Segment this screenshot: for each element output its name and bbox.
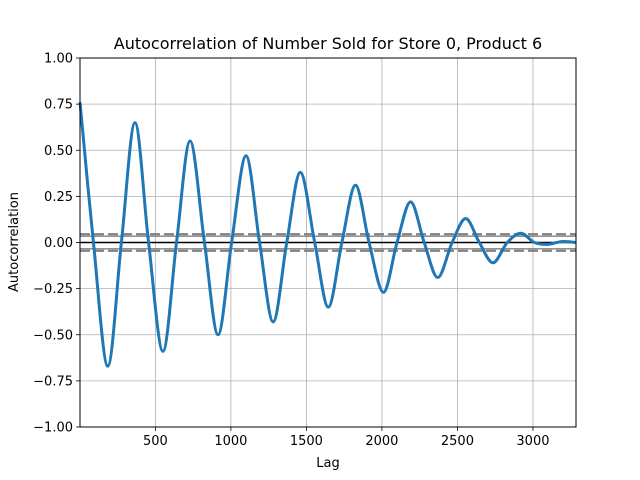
x-tick-label: 1000 [214, 434, 247, 449]
x-tick-label: 3000 [516, 434, 549, 449]
y-tick-label: 0.00 [44, 236, 73, 251]
y-tick-label: −1.00 [33, 421, 73, 436]
y-tick-label: 0.25 [44, 190, 73, 205]
x-tick-label: 2000 [365, 434, 398, 449]
acf-series-line-0 [78, 102, 577, 368]
series-layer [78, 102, 577, 368]
y-tick-label: −0.50 [33, 328, 73, 343]
y-tick-label: 1.00 [44, 52, 73, 67]
x-axis-ticks: 500 1000 1500 2000 2500 3000 [143, 427, 550, 449]
y-axis-ticks: −1.00 −0.75 −0.50 −0.25 0.00 0.25 0.50 0.75 1.00 [33, 52, 80, 436]
y-tick-label: 0.50 [44, 144, 73, 159]
chart-title: Autocorrelation of Number Sold for Store… [114, 34, 542, 53]
y-axis-label: Autocorrelation [7, 192, 22, 292]
x-axis-label: Lag [316, 456, 339, 471]
x-tick-label: 500 [143, 434, 168, 449]
y-tick-label: 0.75 [44, 98, 73, 113]
y-tick-label: −0.75 [33, 374, 73, 389]
x-tick-label: 2500 [441, 434, 474, 449]
x-tick-label: 1500 [290, 434, 323, 449]
reference-lines [80, 233, 576, 252]
y-tick-label: −0.25 [33, 282, 73, 297]
